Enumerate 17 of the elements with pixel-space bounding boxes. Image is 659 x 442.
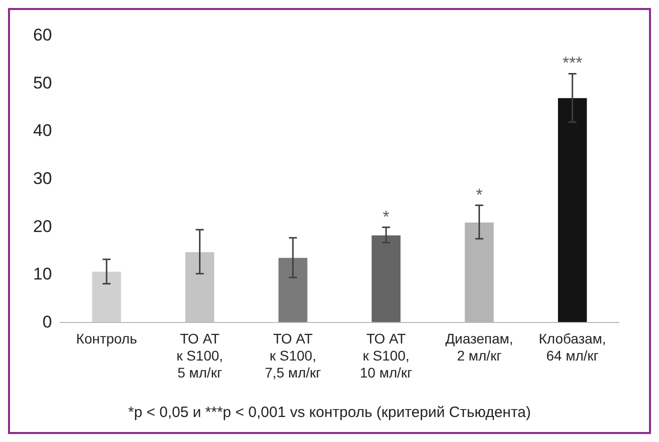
x-tick-label: Контроль bbox=[76, 330, 137, 346]
x-tick-label: ТО АТ к S100, 5 мл/кг bbox=[176, 330, 224, 380]
annotation: * bbox=[382, 207, 390, 226]
x-tick-label: ТО АТ к S100, 7,5 мл/кг bbox=[264, 330, 322, 380]
y-tick-label: 40 bbox=[33, 121, 52, 140]
text: *p < 0,05 и ***p < 0,001 vs контроль (критерий Стьюдента) bbox=[128, 404, 531, 421]
y-tick-label: 0 bbox=[42, 312, 52, 332]
y-tick-label: 10 bbox=[33, 264, 52, 284]
x-tick-label: Диазепам, 2 мл/кг bbox=[445, 330, 514, 364]
y-tick-label: 60 bbox=[33, 26, 52, 44]
x-tick-label: Клобазам, 64 мл/кг bbox=[538, 330, 606, 364]
annotation: * bbox=[476, 185, 483, 204]
annotation: *** bbox=[562, 54, 583, 73]
y-tick-label: 20 bbox=[33, 216, 52, 236]
x-tick-label: ТО АТ к S100, 10 мл/кг bbox=[360, 330, 412, 380]
y-tick-label: 50 bbox=[33, 73, 52, 92]
y-tick-label: 30 bbox=[33, 169, 52, 188]
